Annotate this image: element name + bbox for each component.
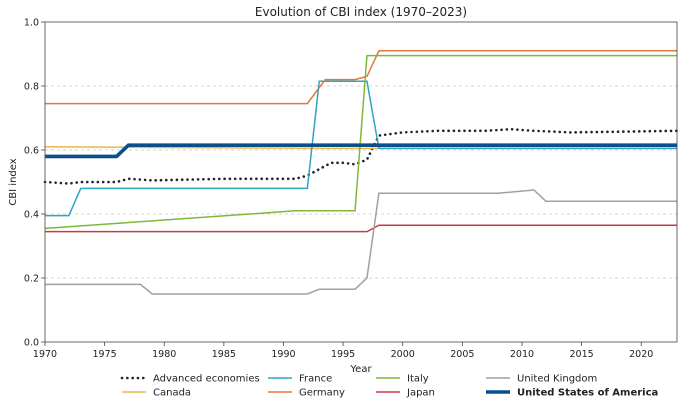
y-tick-label: 0.2: [24, 274, 39, 285]
x-tick-label: 2000: [391, 349, 415, 360]
x-axis-label: Year: [349, 364, 372, 375]
series-italy: [44, 54, 677, 230]
legend-label: Germany: [299, 388, 345, 399]
legend-label: United Kingdom: [517, 374, 597, 385]
legend-label: United States of America: [517, 388, 658, 399]
y-axis-label: CBI index: [8, 158, 19, 205]
y-tick-label: 0.6: [24, 146, 39, 157]
axis-ticks: 1970 1975 1980 1985 1990 1995 2000 2005 2010 2015…: [24, 18, 653, 361]
y-tick-label: 0.4: [24, 210, 39, 221]
x-tick-label: 2010: [510, 349, 534, 360]
grid-lines: [45, 85, 677, 279]
x-tick-label: 1970: [33, 349, 57, 360]
x-tick-label: 1995: [331, 349, 355, 360]
x-tick-label: 2020: [629, 349, 653, 360]
series-germany: [45, 50, 677, 105]
x-tick-label: 1975: [93, 349, 117, 360]
series-united-kingdom: [45, 189, 677, 295]
series-united-states-of-america: [45, 143, 677, 159]
legend-label: France: [299, 374, 332, 385]
legend-label: Canada: [153, 388, 191, 399]
series-japan: [45, 224, 677, 233]
x-tick-label: 2005: [450, 349, 474, 360]
x-tick-label: 1985: [212, 349, 236, 360]
legend-label: Advanced economies: [153, 374, 260, 385]
x-tick-label: 1990: [271, 349, 295, 360]
legend-label: Italy: [407, 374, 429, 385]
plot-frame: [44, 21, 678, 343]
legend: Advanced economies Canada France Germany Ita…: [120, 374, 658, 399]
y-tick-label: 0.8: [24, 82, 39, 93]
y-tick-label: 0.0: [24, 338, 39, 349]
y-tick-label: 1.0: [24, 18, 39, 29]
x-tick-label: 1980: [152, 349, 176, 360]
legend-label: Japan: [406, 388, 435, 399]
series-lines: [43, 50, 679, 295]
chart-title: Evolution of CBI index (1970–2023): [255, 5, 467, 19]
series-france: [45, 80, 677, 217]
x-tick-label: 2015: [570, 349, 594, 360]
series-advanced-economies: [43, 127, 679, 185]
